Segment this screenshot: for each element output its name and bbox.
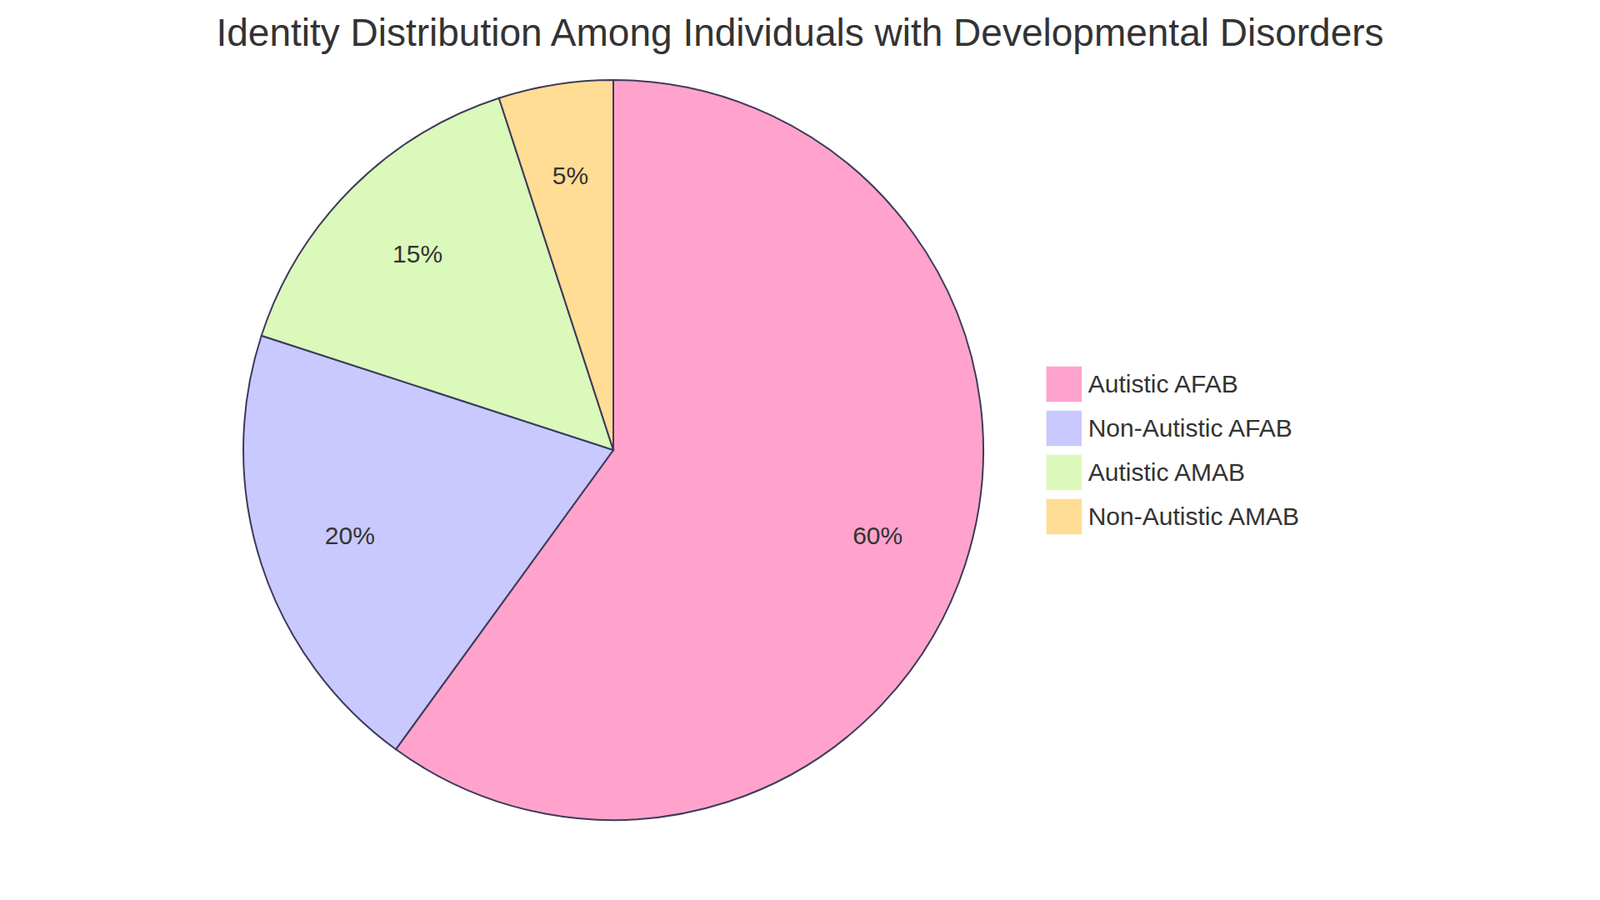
svg-text:Autistic AFAB: Autistic AFAB (1088, 370, 1239, 398)
svg-text:Autistic AMAB: Autistic AMAB (1088, 458, 1245, 486)
svg-text:Non-Autistic AMAB: Non-Autistic AMAB (1088, 502, 1300, 530)
svg-text:20%: 20% (325, 521, 375, 550)
svg-text:15%: 15% (392, 240, 443, 268)
svg-text:60%: 60% (852, 521, 903, 550)
svg-text:Non-Autistic AFAB: Non-Autistic AFAB (1088, 414, 1293, 442)
svg-text:5%: 5% (552, 161, 589, 190)
html-text:Identity Distribution Among In: Identity Distribution Among Individuals … (216, 10, 1384, 55)
